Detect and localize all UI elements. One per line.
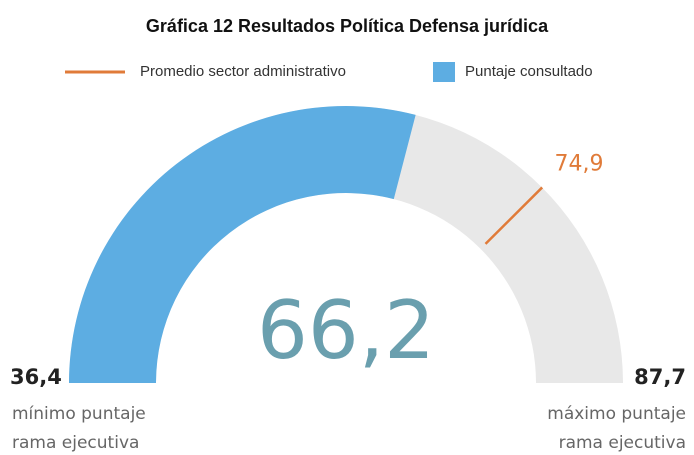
tick-label: 87,7 — [634, 365, 686, 389]
chart-title: Gráfica 12 Resultados Política Defensa j… — [146, 16, 549, 36]
min-caption: rama ejecutiva — [12, 433, 139, 453]
legend-swatch — [433, 62, 455, 82]
max-caption: máximo puntaje — [547, 404, 686, 424]
legend-label: Promedio sector administrativo — [140, 63, 346, 80]
legend-label: Puntaje consultado — [465, 63, 593, 80]
reference-line — [484, 186, 544, 245]
min-caption: mínimo puntaje — [12, 404, 146, 424]
gauge-value — [69, 105, 416, 384]
value-label: 66,2 — [257, 284, 435, 377]
reference-label: 74,9 — [554, 152, 603, 177]
tick-label: 36,4 — [10, 365, 62, 389]
max-caption: rama ejecutiva — [559, 433, 686, 453]
